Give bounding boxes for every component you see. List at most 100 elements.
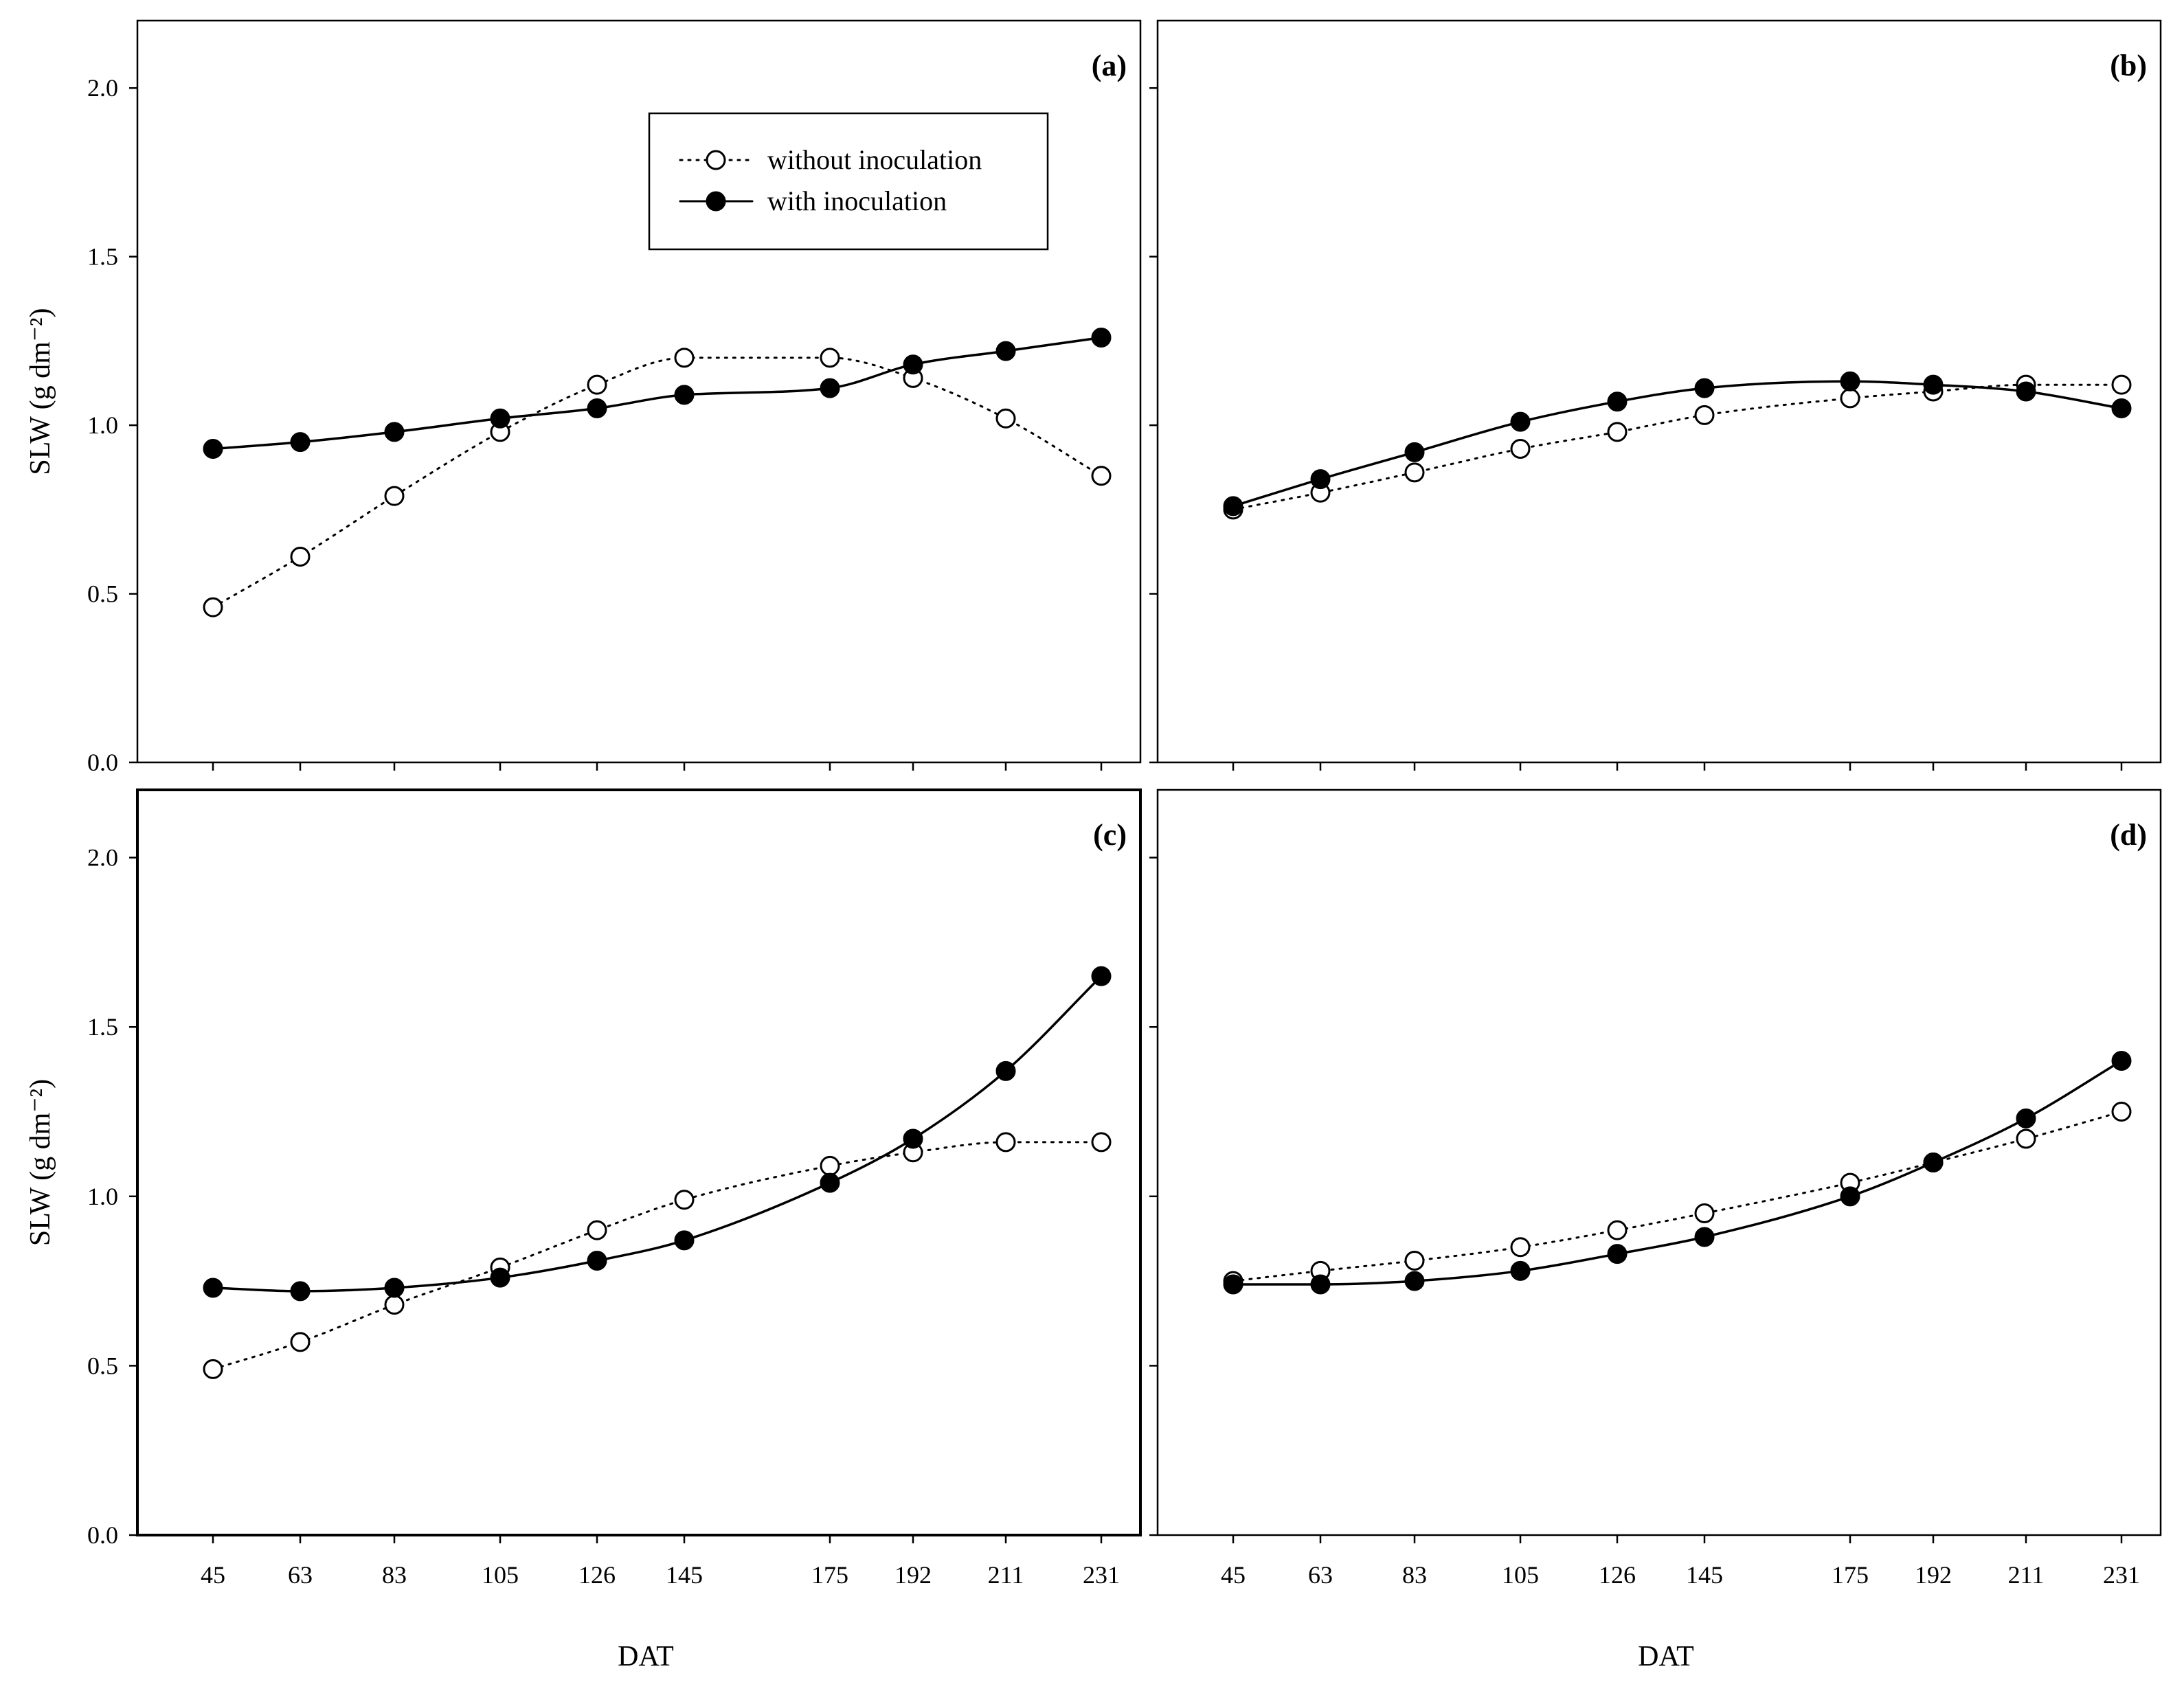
data-point-filled xyxy=(820,378,840,398)
panel-label: (c) xyxy=(1093,818,1127,852)
data-point-open xyxy=(1404,462,1425,483)
x-tick-label: 83 xyxy=(1402,1561,1427,1589)
data-point-filled xyxy=(1310,469,1331,490)
data-point-filled xyxy=(1923,374,1944,395)
data-point-filled xyxy=(1607,1244,1628,1264)
x-tick-label: 211 xyxy=(988,1561,1024,1589)
x-tick-label: 105 xyxy=(1502,1561,1539,1589)
data-point-open xyxy=(384,486,405,506)
data-point-open xyxy=(995,408,1016,429)
x-tick-label: 105 xyxy=(482,1561,519,1589)
data-point-open xyxy=(820,348,840,368)
data-point-filled xyxy=(290,1281,311,1302)
chart-panel-c: 0.0 0.5 1.0 1.5 2.0 45 63 83 105 126 145 175 192 211 2… xyxy=(25,788,1142,1672)
y-tick-label: 0.0 xyxy=(87,749,118,776)
data-point-filled xyxy=(490,408,510,429)
data-point-filled xyxy=(995,341,1016,361)
legend-label: with inoculation xyxy=(767,185,947,216)
x-tick-label: 145 xyxy=(1686,1561,1723,1589)
data-point-open xyxy=(2111,1102,2132,1122)
legend-label: without inoculation xyxy=(767,144,982,175)
y-tick-label: 1.5 xyxy=(87,1013,118,1041)
x-tick-label: 126 xyxy=(578,1561,616,1589)
data-point-open xyxy=(1694,405,1715,425)
legend-marker-open xyxy=(706,150,726,170)
data-point-filled xyxy=(1091,966,1112,986)
data-point-open xyxy=(820,1155,840,1176)
y-tick-label: 1.5 xyxy=(87,243,118,271)
data-point-filled xyxy=(903,1128,923,1149)
plot-frame xyxy=(1156,19,2162,764)
legend: without inoculation with inoculation xyxy=(648,112,1049,251)
data-point-filled xyxy=(903,354,923,375)
data-point-open xyxy=(1510,438,1531,459)
panel-label: (a) xyxy=(1092,49,1127,82)
data-point-open xyxy=(587,1220,607,1240)
data-point-open xyxy=(1404,1251,1425,1271)
data-point-filled xyxy=(1510,411,1531,432)
data-point-open xyxy=(1607,422,1628,442)
x-axis-label: DAT xyxy=(618,1641,674,1672)
chart-panel-b: (b) xyxy=(1149,19,2162,771)
series-line-with-inoculation xyxy=(212,336,1103,451)
x-tick-label: 192 xyxy=(1915,1561,1952,1589)
chart-panel-d: 45 63 83 105 126 145 175 192 211 231 DAT (d) xyxy=(1149,788,2162,1672)
legend-box xyxy=(648,112,1049,251)
data-point-open xyxy=(587,374,607,395)
series-line-with-inoculation xyxy=(1232,380,2123,508)
series-line-without-inoculation xyxy=(1232,383,2123,511)
data-point-filled xyxy=(2111,1051,2132,1071)
data-point-open xyxy=(2016,1128,2036,1149)
data-point-open xyxy=(995,1132,1016,1153)
data-point-open xyxy=(1510,1237,1531,1258)
data-point-open xyxy=(384,1295,405,1315)
y-tick-label: 0.5 xyxy=(87,580,118,608)
data-point-filled xyxy=(2016,1108,2036,1128)
x-tick-label: 63 xyxy=(1308,1561,1333,1589)
data-point-filled xyxy=(1091,327,1112,348)
panel-label: (d) xyxy=(2110,818,2147,852)
panel-label: (b) xyxy=(2110,49,2147,82)
x-tick-label: 175 xyxy=(1832,1561,1869,1589)
y-tick-label: 0.0 xyxy=(87,1521,118,1549)
x-axis-label: DAT xyxy=(1638,1641,1694,1672)
data-point-filled xyxy=(384,422,405,442)
data-point-filled xyxy=(1510,1260,1531,1281)
data-point-open xyxy=(290,1332,311,1352)
x-tick-label: 231 xyxy=(1083,1561,1120,1589)
y-tick-label: 0.5 xyxy=(87,1352,118,1379)
y-tick-label: 1.0 xyxy=(87,1183,118,1210)
y-tick-label: 1.0 xyxy=(87,411,118,439)
data-point-filled xyxy=(1404,1271,1425,1291)
data-point-filled xyxy=(820,1172,840,1193)
x-tick-label: 126 xyxy=(1599,1561,1636,1589)
data-point-open xyxy=(1607,1220,1628,1240)
data-point-filled xyxy=(674,385,695,405)
y-axis-label: SLW (g dm⁻²) xyxy=(25,308,56,475)
data-point-open xyxy=(1091,466,1112,486)
x-tick-label: 45 xyxy=(1221,1561,1246,1589)
data-point-filled xyxy=(1694,378,1715,398)
y-axis-label: SLW (g dm⁻²) xyxy=(25,1079,56,1246)
data-point-open xyxy=(290,547,311,567)
x-tick-label: 192 xyxy=(894,1561,932,1589)
series-line-without-inoculation xyxy=(212,356,1103,609)
series-line-without-inoculation xyxy=(212,1141,1103,1370)
data-point-filled xyxy=(1840,1186,1860,1207)
data-point-filled xyxy=(384,1278,405,1298)
x-tick-label: 63 xyxy=(288,1561,313,1589)
data-point-open xyxy=(674,348,695,368)
data-point-open xyxy=(1091,1132,1112,1153)
x-tick-label: 231 xyxy=(2103,1561,2140,1589)
data-point-open xyxy=(1694,1203,1715,1223)
data-point-filled xyxy=(1840,371,1860,391)
x-tick-label: 83 xyxy=(382,1561,407,1589)
plot-frame xyxy=(1156,788,2162,1536)
data-point-open xyxy=(2111,374,2132,395)
data-point-filled xyxy=(2016,381,2036,402)
series-line-with-inoculation xyxy=(1232,1059,2123,1286)
y-tick-label: 2.0 xyxy=(87,74,118,102)
data-point-filled xyxy=(1223,1274,1243,1295)
data-point-filled xyxy=(1404,442,1425,462)
